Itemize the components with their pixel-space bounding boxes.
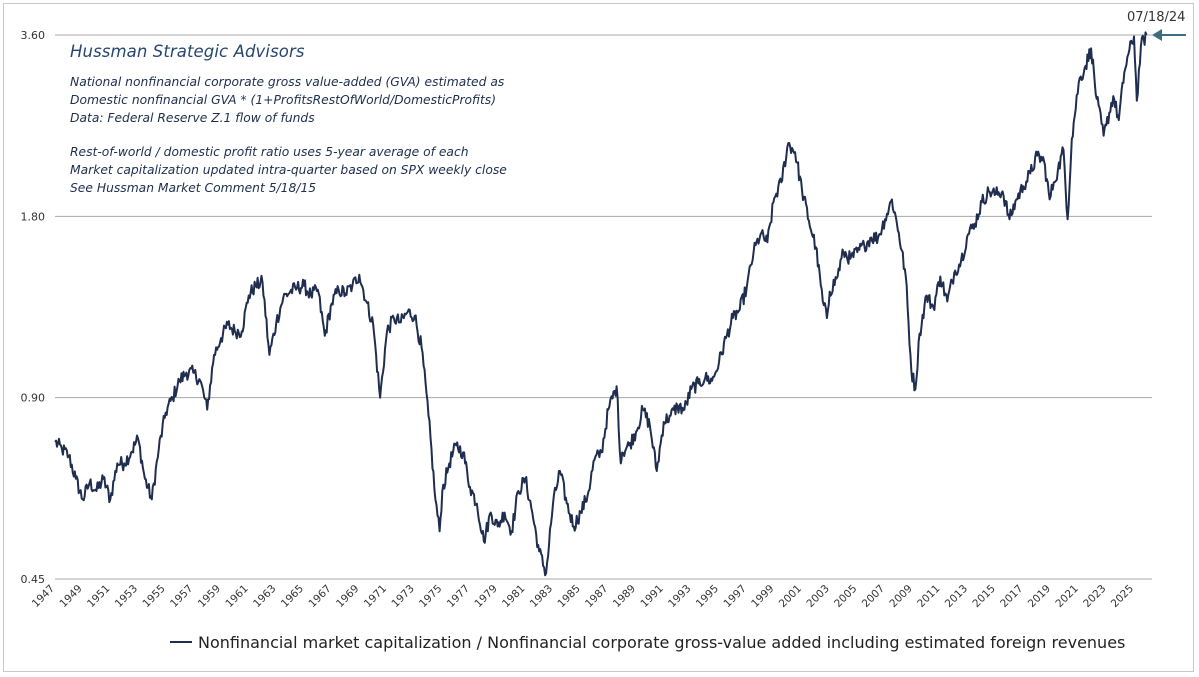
x-tick-label: 2021: [1053, 583, 1080, 610]
x-tick-label: 1987: [583, 583, 610, 610]
x-tick-label: 1995: [694, 583, 721, 610]
x-tick-label: 1977: [445, 583, 472, 610]
x-tick-label: 2001: [777, 583, 804, 610]
legend-label: Nonfinancial market capitalization / Non…: [198, 633, 1126, 652]
x-tick-label: 1961: [223, 583, 250, 610]
x-tick-label: 2017: [998, 583, 1025, 610]
x-tick-label: 2019: [1026, 583, 1053, 610]
x-tick-label: 2005: [832, 583, 859, 610]
x-tick-label: 2007: [860, 583, 887, 610]
x-tick-label: 2015: [970, 583, 997, 610]
x-tick-label: 1969: [334, 583, 361, 610]
x-tick-label: 1965: [279, 583, 306, 610]
x-tick-label: 1989: [611, 583, 638, 610]
x-axis-ticks: 1947 1949 1951 1953 1955 1957 1959 1961 1963 1965…: [30, 583, 1136, 610]
legend-swatch: [170, 640, 192, 643]
annotation-line-4: Rest-of-world / domestic profit ratio us…: [70, 145, 469, 159]
x-tick-label: 1993: [666, 583, 693, 610]
x-tick-label: 2003: [804, 583, 831, 610]
latest-arrow-head: [1152, 29, 1162, 41]
x-tick-label: 1957: [168, 583, 195, 610]
x-tick-label: 2013: [943, 583, 970, 610]
chart-title: Hussman Strategic Advisors: [70, 42, 305, 61]
annotation-line-3: Data: Federal Reserve Z.1 flow of funds: [70, 111, 315, 125]
x-tick-label: 1947: [30, 583, 57, 610]
chart-frame: [3, 3, 1194, 672]
x-tick-label: 1973: [389, 583, 416, 610]
y-tick-label: 0.90: [21, 392, 46, 405]
x-tick-label: 2023: [1081, 583, 1108, 610]
x-tick-label: 1997: [721, 583, 748, 610]
series-group: [54, 31, 1148, 577]
annotation-block: Hussman Strategic Advisors National nonf…: [70, 42, 507, 197]
x-tick-label: 1975: [417, 583, 444, 610]
annotation-line-5: Market capitalization updated intra-quar…: [70, 163, 507, 177]
x-tick-label: 1983: [528, 583, 555, 610]
x-tick-label: 1951: [85, 583, 112, 610]
latest-date-label: 07/18/24: [1127, 10, 1186, 25]
y-tick-label: 1.80: [21, 210, 46, 223]
annotation-line-2: Domestic nonfinancial GVA * (1+ProfitsRe…: [70, 93, 496, 107]
x-tick-label: 2011: [915, 583, 942, 610]
y-axis-ticks: 0.45 0.90 1.80 3.60: [21, 29, 46, 586]
x-tick-label: 1955: [140, 583, 167, 610]
latest-marker: [1152, 29, 1186, 41]
x-tick-label: 1981: [500, 583, 527, 610]
gridlines: [55, 34, 1152, 580]
y-tick-label: 0.45: [21, 573, 46, 586]
x-tick-label: 1991: [638, 583, 665, 610]
x-tick-label: 2009: [887, 583, 914, 610]
x-tick-label: 1999: [749, 583, 776, 610]
x-tick-label: 1963: [251, 583, 278, 610]
annotation-line-6: See Hussman Market Comment 5/18/15: [70, 181, 317, 195]
x-tick-label: 1949: [57, 583, 84, 610]
x-tick-label: 1971: [362, 583, 389, 610]
y-tick-label: 3.60: [21, 29, 46, 42]
series-line: [54, 31, 1148, 577]
annotation-line-1: National nonfinancial corporate gross va…: [70, 75, 505, 89]
legend: Nonfinancial market capitalization / Non…: [170, 633, 1125, 652]
x-tick-label: 2025: [1109, 583, 1136, 610]
x-tick-label: 1967: [306, 583, 333, 610]
x-tick-label: 1959: [196, 583, 223, 610]
x-tick-label: 1985: [555, 583, 582, 610]
x-tick-label: 1979: [472, 583, 499, 610]
x-tick-label: 1953: [113, 583, 140, 610]
